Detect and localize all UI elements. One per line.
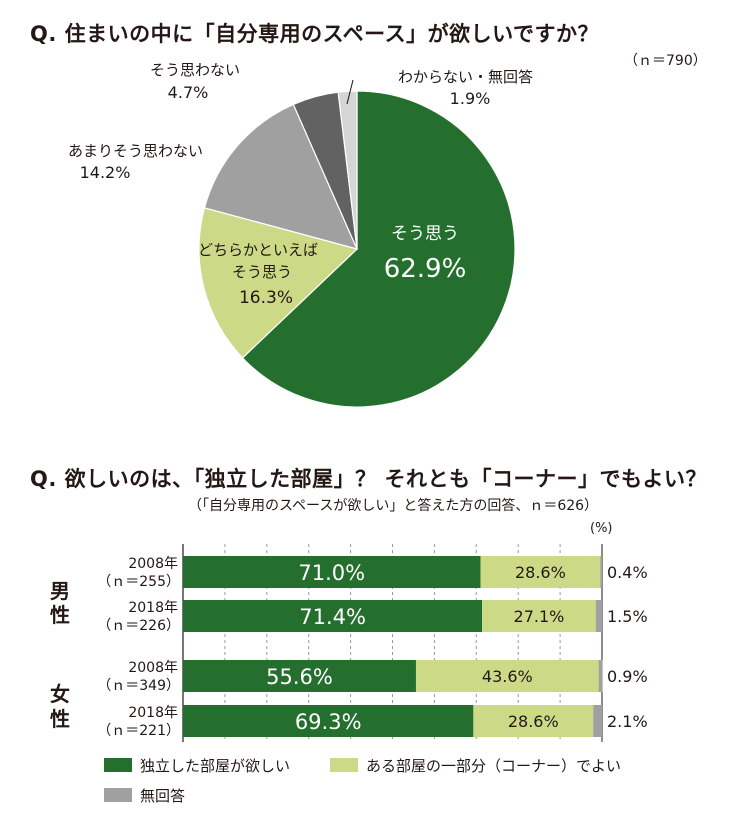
group-label-1-b: 性 <box>50 707 70 731</box>
pie-chart-title: Q. 住まいの中に「自分専用のスペース」が欲しいですか？ <box>30 22 599 46</box>
bar-segment-2 <box>593 705 602 737</box>
group-label-0-a: 男 <box>50 579 70 603</box>
row-n-0-0: （ｎ＝255） <box>97 574 180 590</box>
pie-slice-2 <box>203 103 359 250</box>
pie-value-1: 16.3% <box>239 288 293 308</box>
bar-segment-1 <box>482 600 596 632</box>
group-label-0-b: 性 <box>50 603 70 627</box>
pie-label-3: そう思わない <box>150 61 240 79</box>
bar-unit-label: (%) <box>590 521 613 536</box>
bar-value-0: 55.6% <box>266 665 333 689</box>
bar-segment-1 <box>480 556 601 588</box>
row-year-1-1: 2018年 <box>128 705 178 721</box>
pie-slice-4 <box>337 90 358 250</box>
pie-value-0: 62.9% <box>384 254 467 284</box>
pie-value-2: 14.2% <box>80 163 131 182</box>
bar-segment-2 <box>595 600 602 632</box>
bar-segment-0 <box>183 600 483 632</box>
row-n-1-1: （ｎ＝221） <box>97 723 180 739</box>
row-year-0-0: 2008年 <box>128 556 178 572</box>
pie-label-4: わからない・無回答 <box>398 68 533 86</box>
bar-segment-1 <box>415 660 599 692</box>
bar-segment-2 <box>598 660 603 692</box>
bar-value-2-outside: 0.4% <box>607 563 648 582</box>
row-year-0-1: 2018年 <box>128 600 178 616</box>
pie-sample-size: （ｎ＝790） <box>624 53 707 69</box>
pie-slice-1 <box>198 207 359 359</box>
bar-value-1: 43.6% <box>482 667 533 686</box>
bar-value-1: 27.1% <box>514 607 565 626</box>
bar-segment-0 <box>183 705 474 737</box>
bar-value-2-outside: 2.1% <box>607 712 648 731</box>
bar-value-0: 71.0% <box>298 561 365 585</box>
bar-value-0: 71.4% <box>299 605 366 629</box>
bar-value-2-outside: 0.9% <box>607 667 648 686</box>
pie-value-3: 4.7% <box>168 83 209 102</box>
row-n-0-1: （ｎ＝226） <box>97 618 180 634</box>
row-n-1-0: （ｎ＝349） <box>97 678 180 694</box>
row-year-1-0: 2008年 <box>128 660 178 676</box>
bar-value-1: 28.6% <box>508 712 559 731</box>
pie-label-1b: そう思う <box>232 263 292 281</box>
bar-value-0: 69.3% <box>295 710 362 734</box>
bar-segment-2 <box>600 556 602 588</box>
legend-label-1: ある部屋の一部分（コーナー）でよい <box>366 757 621 775</box>
legend-swatch-1 <box>330 758 358 772</box>
legend-swatch-2 <box>104 788 132 802</box>
bar-chart-subtitle: （「自分専用のスペースが欲しい」と答えた方の回答、ｎ＝626） <box>188 498 599 514</box>
bar-value-2-outside: 1.5% <box>607 607 648 626</box>
bar-segment-0 <box>183 556 481 588</box>
pie-label-1a: どちらかといえば <box>198 241 318 259</box>
pie-label-2: あまりそう思わない <box>68 142 203 160</box>
pie-value-4: 1.9% <box>450 89 491 108</box>
pie-leader-line <box>346 79 354 105</box>
bar-segment-1 <box>473 705 594 737</box>
pie-label-0: そう思う <box>391 224 459 244</box>
bar-value-1: 28.6% <box>515 563 566 582</box>
legend-swatch-0 <box>104 758 132 772</box>
bar-chart-title: Q. 欲しいのは、「独立した部屋」？ それとも「コーナー」でもよい？ <box>30 467 707 491</box>
group-label-1-a: 女 <box>50 682 70 706</box>
legend-label-2: 無回答 <box>140 787 185 805</box>
legend-label-0: 独立した部屋が欲しい <box>140 757 290 775</box>
bar-segment-0 <box>183 660 416 692</box>
pie-slice-0 <box>241 90 516 408</box>
